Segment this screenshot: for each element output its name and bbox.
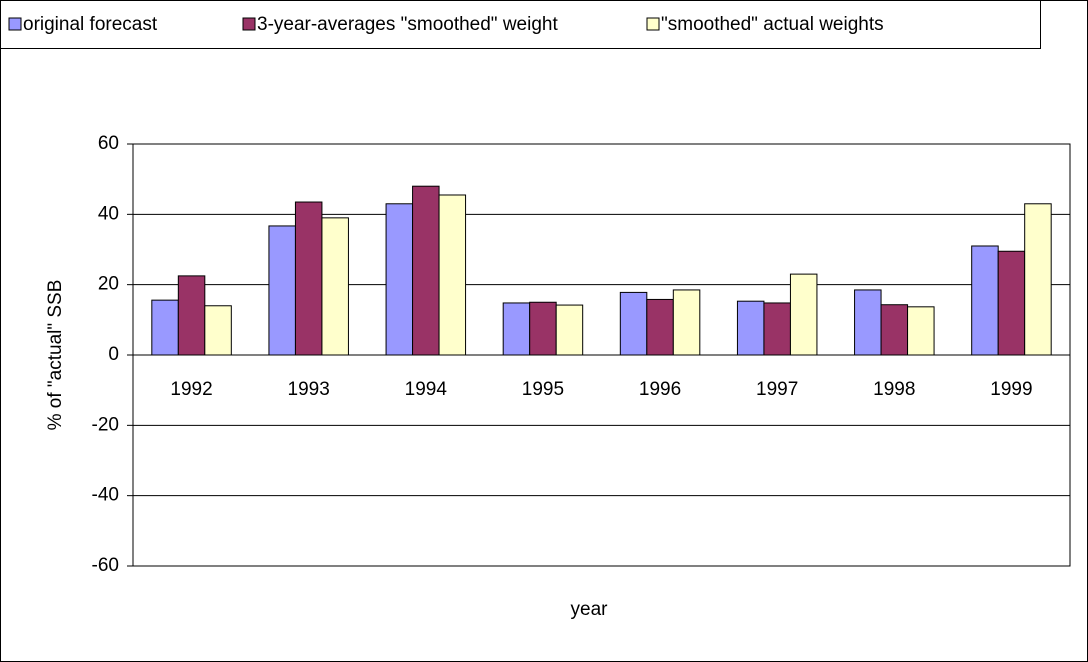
bar — [763, 302, 791, 356]
bar — [997, 250, 1026, 356]
bar — [854, 289, 882, 356]
bar — [294, 201, 323, 356]
x-tick-label: 1997 — [756, 379, 798, 400]
x-tick-label: 1993 — [288, 379, 330, 400]
bar — [151, 299, 179, 356]
x-tick-label: 1999 — [990, 379, 1032, 400]
bar — [412, 185, 440, 356]
bar — [321, 217, 349, 356]
y-tick-label: 20 — [98, 274, 119, 295]
y-axis-title: % of "actual" SSB — [45, 280, 66, 431]
bar — [880, 304, 909, 356]
bar — [555, 304, 584, 356]
legend-box — [0, 0, 1041, 49]
y-tick-label: -60 — [92, 555, 119, 576]
legend-label: original forecast — [23, 14, 158, 35]
bar — [736, 300, 765, 356]
bar — [789, 273, 818, 356]
x-tick-label: 1998 — [873, 379, 915, 400]
bar — [672, 289, 701, 356]
bar — [619, 291, 648, 356]
x-tick-label: 1994 — [405, 379, 448, 400]
x-tick-label: 1992 — [170, 379, 212, 400]
y-tick-label: -40 — [92, 485, 119, 506]
legend-label: "smoothed" actual weights — [661, 14, 884, 35]
bar — [177, 275, 206, 356]
bar — [529, 301, 557, 356]
legend-swatch — [8, 17, 22, 31]
legend-swatch — [646, 17, 660, 31]
y-tick-label: 0 — [108, 344, 119, 365]
bar — [268, 225, 296, 356]
bar — [502, 302, 531, 356]
bar — [971, 245, 999, 356]
bar — [204, 305, 232, 356]
legend-swatch — [242, 17, 256, 31]
y-tick-label: -20 — [92, 414, 119, 435]
legend-label: 3-year-averages "smoothed" weight — [257, 14, 558, 35]
bar — [907, 306, 935, 356]
x-tick-label: 1995 — [522, 379, 564, 400]
y-tick-label: 60 — [98, 133, 119, 154]
y-tick-label: 40 — [98, 203, 119, 224]
bar — [438, 194, 467, 356]
bar — [1024, 203, 1052, 356]
x-axis-title: year — [571, 599, 609, 620]
bar — [385, 203, 414, 356]
x-tick-label: 1996 — [639, 379, 681, 400]
bar — [646, 298, 674, 356]
